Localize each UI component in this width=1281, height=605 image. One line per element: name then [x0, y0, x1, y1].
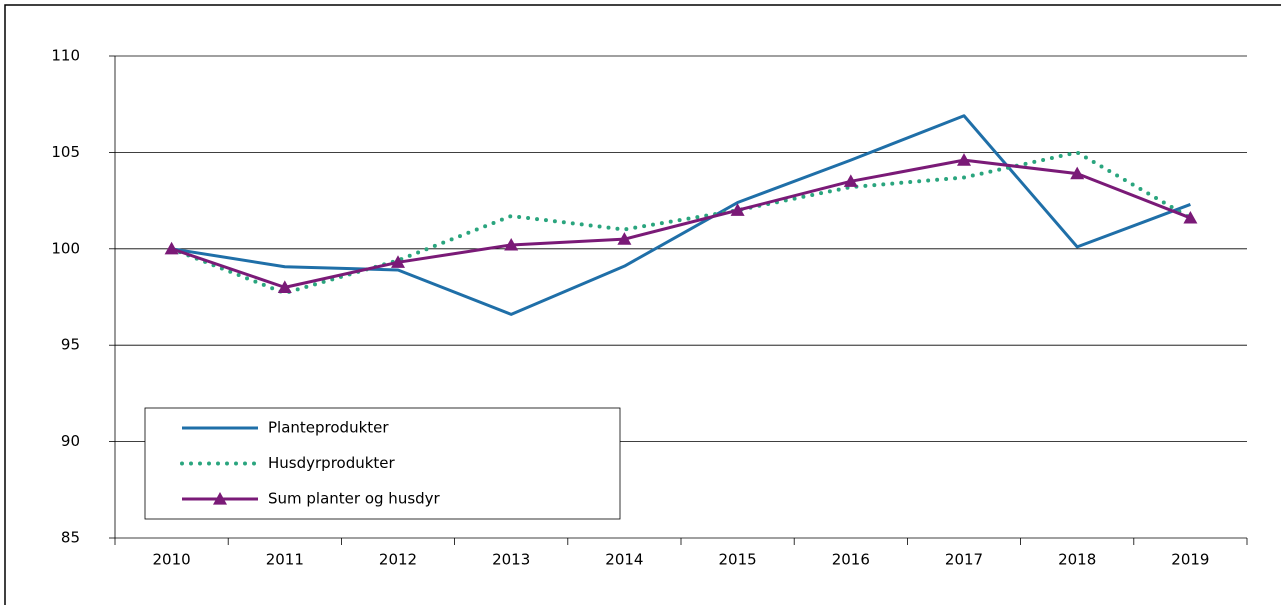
x-tick-label: 2012 — [379, 551, 417, 569]
x-tick-label: 2017 — [945, 551, 983, 569]
legend-label: Sum planter og husdyr — [268, 490, 441, 508]
marker — [730, 203, 745, 216]
x-tick-label: 2013 — [492, 551, 530, 569]
x-tick-label: 2011 — [266, 551, 304, 569]
y-tick-label: 100 — [51, 239, 80, 257]
y-tick-label: 95 — [61, 336, 80, 354]
x-tick-label: 2018 — [1058, 551, 1096, 569]
marker — [843, 174, 858, 187]
series-line — [169, 150, 1193, 296]
legend-label: Planteprodukter — [268, 419, 389, 437]
marker — [1070, 166, 1085, 180]
y-tick-label: 110 — [51, 47, 80, 65]
y-tick-label: 90 — [61, 432, 80, 450]
marker — [1183, 210, 1198, 224]
x-tick-label: 2015 — [719, 551, 757, 569]
y-tick-label: 85 — [61, 529, 80, 547]
marker — [957, 153, 971, 166]
x-tick-label: 2010 — [153, 551, 191, 569]
y-tick-label: 105 — [51, 143, 80, 161]
marker — [164, 241, 179, 255]
x-tick-label: 2016 — [832, 551, 870, 569]
marker — [504, 237, 519, 251]
marker — [617, 232, 632, 245]
frame — [4, 4, 1281, 605]
x-tick-label: 2014 — [605, 551, 643, 569]
x-tick-label: 2019 — [1171, 551, 1209, 569]
marker — [277, 280, 292, 293]
legend-label: Husdyrprodukter — [268, 454, 396, 472]
series-line — [171, 158, 1191, 289]
series-line — [171, 114, 1191, 316]
marker — [391, 255, 405, 268]
legend-marker — [213, 492, 227, 505]
